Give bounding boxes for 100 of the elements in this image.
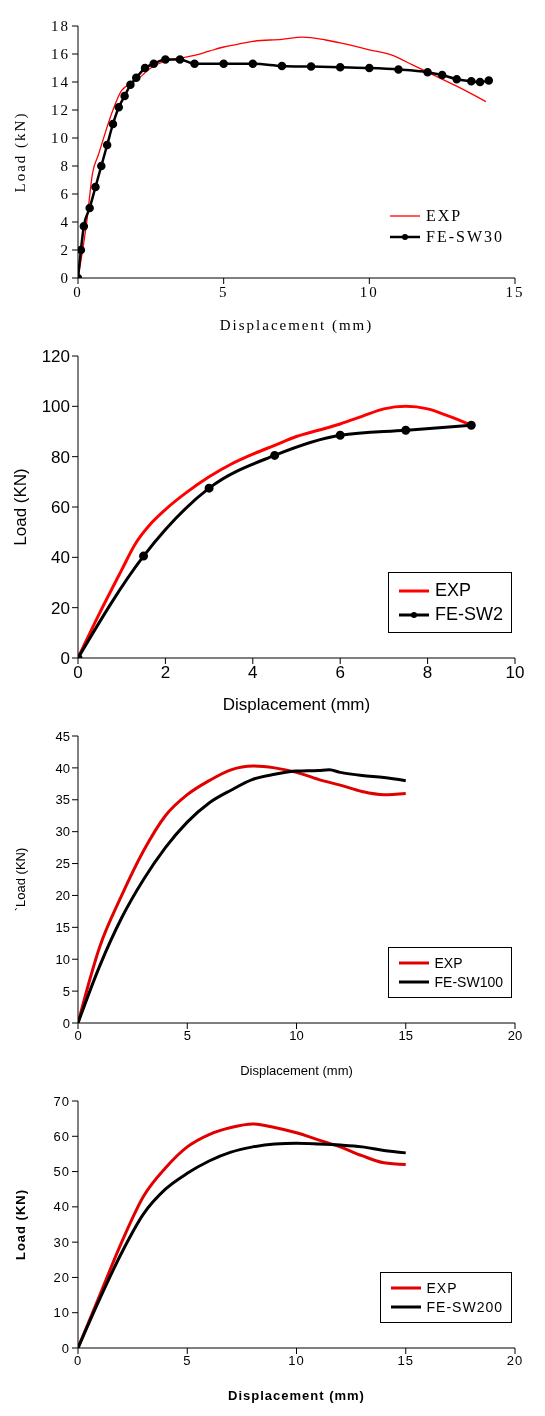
y-tick-label: 18 xyxy=(51,18,70,35)
y-tick-label: 2 xyxy=(60,242,70,259)
x-tick-label: 4 xyxy=(248,663,258,683)
point xyxy=(102,140,112,150)
y-tick-label: 0 xyxy=(61,1340,70,1356)
y-tick-label: 0 xyxy=(60,649,70,669)
point xyxy=(175,55,185,64)
point xyxy=(475,77,485,87)
y-tick-label: 12 xyxy=(51,102,70,119)
point xyxy=(467,77,476,86)
y-tick-label: 16 xyxy=(51,46,70,63)
y-tick-label: 100 xyxy=(41,397,70,417)
x-tick-label: 8 xyxy=(422,663,433,683)
y-tick-label: 70 xyxy=(53,1093,70,1109)
point xyxy=(97,161,106,171)
legend-label: FE-SW100 xyxy=(434,974,503,990)
point xyxy=(335,430,345,440)
point xyxy=(190,59,199,69)
y-tick-label: 5 xyxy=(62,983,70,999)
x-tick-label: 2 xyxy=(160,663,171,683)
x-tick-label: 6 xyxy=(335,663,345,683)
x-tick-label: 10 xyxy=(288,1353,305,1369)
y-tick-label: 45 xyxy=(55,728,70,744)
y-axis-title: Load (KN) xyxy=(11,468,31,546)
point xyxy=(306,62,316,71)
y-tick-label: 25 xyxy=(55,856,70,872)
point xyxy=(108,119,118,129)
y-tick-label: 0 xyxy=(62,1015,70,1031)
point xyxy=(132,73,141,83)
y-tick-label: 14 xyxy=(51,74,70,91)
y-tick-label: 20 xyxy=(53,1270,70,1286)
y-tick-label: 8 xyxy=(60,158,70,175)
point xyxy=(437,70,447,80)
point xyxy=(277,61,287,71)
point xyxy=(91,182,100,192)
point xyxy=(335,63,345,72)
point xyxy=(394,65,403,74)
x-tick-label: 20 xyxy=(507,1028,523,1044)
point xyxy=(139,551,149,561)
x-tick-label: 10 xyxy=(289,1028,304,1044)
legend-label: EXP xyxy=(434,580,472,601)
x-tick-label: 0 xyxy=(73,283,83,300)
point xyxy=(140,63,150,73)
y-tick-label: 20 xyxy=(55,888,70,904)
y-tick-label: 40 xyxy=(53,1199,70,1215)
legend-label: FE-SW200 xyxy=(426,1299,503,1315)
y-tick-label: 120 xyxy=(41,347,70,367)
y-tick-label: 60 xyxy=(53,1128,70,1144)
y-tick-label: 10 xyxy=(51,130,70,147)
y-tick-label: 40 xyxy=(55,760,70,776)
point xyxy=(85,203,94,213)
x-tick-label: 15 xyxy=(398,1028,413,1044)
y-axis-title: `Load (KN) xyxy=(12,847,28,912)
point xyxy=(204,483,214,493)
x-tick-label: 20 xyxy=(506,1353,524,1369)
point xyxy=(161,55,170,64)
legend-label: EXP xyxy=(426,1280,458,1296)
point xyxy=(219,59,228,69)
y-tick-label: 50 xyxy=(53,1164,70,1180)
x-tick-label: 5 xyxy=(183,1028,191,1044)
point xyxy=(484,76,494,85)
x-axis-title: Displacement (mm) xyxy=(219,317,374,334)
y-tick-label: 10 xyxy=(53,1305,70,1321)
y-tick-label: 4 xyxy=(60,214,70,231)
point xyxy=(126,80,135,90)
point xyxy=(120,91,129,101)
x-tick-label: 10 xyxy=(359,283,379,300)
point xyxy=(78,245,86,255)
y-tick-label: 0 xyxy=(60,270,70,287)
x-tick-label: 0 xyxy=(73,1353,83,1369)
x-tick-label: 0 xyxy=(74,1028,82,1044)
point xyxy=(401,425,411,435)
point xyxy=(365,63,374,73)
y-tick-label: 35 xyxy=(55,792,70,808)
y-tick-label: 6 xyxy=(60,186,70,203)
legend-label: FE-SW2 xyxy=(434,604,503,625)
x-tick-label: 10 xyxy=(505,663,525,683)
y-axis-title: Load (kN) xyxy=(12,111,30,193)
y-tick-label: 20 xyxy=(51,598,70,618)
y-tick-label: 10 xyxy=(55,951,70,967)
y-tick-label: 80 xyxy=(51,447,70,467)
point xyxy=(79,221,89,231)
y-tick-label: 30 xyxy=(55,824,70,840)
y-tick-label: 40 xyxy=(51,548,70,568)
point xyxy=(270,450,280,460)
legend-label: EXP xyxy=(426,207,463,225)
legend-label: FE-SW30 xyxy=(426,228,504,246)
x-axis-title: Displacement (mm) xyxy=(240,1063,353,1078)
legend-label: EXP xyxy=(434,955,463,971)
y-tick-label: 60 xyxy=(51,498,70,518)
point xyxy=(149,59,158,69)
point xyxy=(423,67,432,77)
x-tick-label: 5 xyxy=(218,283,229,300)
x-tick-label: 15 xyxy=(505,283,525,300)
x-axis-title: Displacement (mm) xyxy=(222,695,371,714)
point xyxy=(452,74,461,84)
point xyxy=(466,420,476,430)
y-tick-label: 30 xyxy=(53,1234,70,1250)
y-tick-label: 15 xyxy=(55,919,70,935)
point xyxy=(114,102,124,112)
